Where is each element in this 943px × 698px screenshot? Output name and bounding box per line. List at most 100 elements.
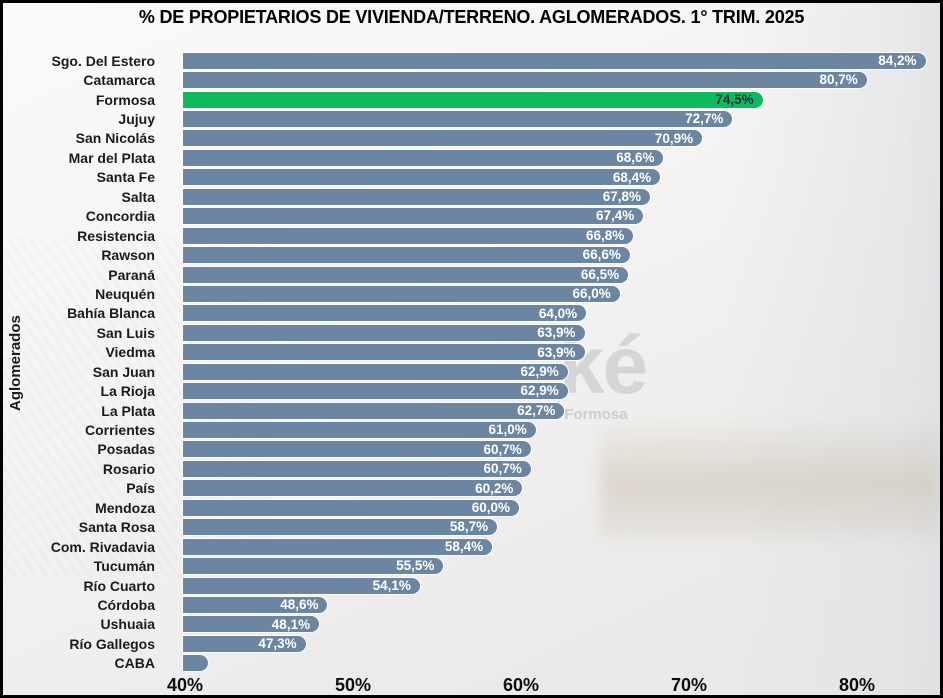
bar-row: Santa Rosa 58,7% xyxy=(3,518,940,537)
bar-row: Neuquén 66,0% xyxy=(3,284,940,303)
category-label: Posadas xyxy=(97,441,155,458)
value-label: 47,3% xyxy=(258,636,297,652)
bar-row: Salta 67,8% xyxy=(3,187,940,206)
bar: 68,4% xyxy=(183,169,661,186)
value-label: 67,8% xyxy=(602,189,642,205)
category-label: Mar del Plata xyxy=(68,149,155,166)
category-label: Resistencia xyxy=(77,227,155,244)
bar-row: Rosario 60,7% xyxy=(3,459,940,478)
bar-row: La Plata 62,7% xyxy=(3,401,940,420)
bar: 61,0% xyxy=(183,422,536,439)
bar: 60,7% xyxy=(183,460,531,477)
category-label: CABA xyxy=(114,655,155,672)
category-label: Santa Fe xyxy=(96,169,155,186)
bar-row: Sgo. Del Estero 84,2% xyxy=(3,51,940,70)
bar-row: Río Cuarto 54,1% xyxy=(3,576,940,595)
category-label: San Nicolás xyxy=(75,130,155,147)
bar: 63,9% xyxy=(183,344,585,361)
category-label: Río Cuarto xyxy=(83,577,155,594)
value-label: 66,8% xyxy=(585,227,625,243)
bar: 66,8% xyxy=(183,227,634,244)
category-label: Mendoza xyxy=(95,499,155,516)
category-label: Formosa xyxy=(95,91,155,108)
category-label: Rosario xyxy=(102,460,155,477)
bar-row: Concordia 67,4% xyxy=(3,207,940,226)
value-label: 70,9% xyxy=(654,130,694,146)
background-desk-shape xyxy=(600,418,940,538)
value-label: 62,9% xyxy=(520,383,559,399)
category-label: La Rioja xyxy=(100,383,155,400)
bar: 48,6% xyxy=(183,596,328,613)
category-label: Neuquén xyxy=(95,285,155,302)
bar-row: Posadas 60,7% xyxy=(3,440,940,459)
bar-row: Resistencia 66,8% xyxy=(3,226,940,245)
chart-title: % DE PROPIETARIOS DE VIVIENDA/TERRENO. A… xyxy=(138,7,805,27)
value-label: 60,2% xyxy=(475,480,514,496)
bar: 58,7% xyxy=(183,519,498,536)
bar-row: Bahía Blanca 64,0% xyxy=(3,304,940,323)
value-label: 48,1% xyxy=(271,616,311,632)
bar: 60,0% xyxy=(183,499,519,516)
bar-row: Jujuy 72,7% xyxy=(3,109,940,128)
bar-row: San Juan 62,9% xyxy=(3,362,940,381)
bar-row: Catamarca 80,7% xyxy=(3,70,940,89)
bar-row: San Luis 63,9% xyxy=(3,323,940,342)
bar-row: Mendoza 60,0% xyxy=(3,498,940,517)
category-label: Salta xyxy=(121,188,155,205)
category-label: Corrientes xyxy=(84,422,155,439)
bar: 58,4% xyxy=(183,538,493,555)
bar-row: Mar del Plata 68,6% xyxy=(3,148,940,167)
category-label: Sgo. Del Estero xyxy=(51,52,155,69)
bar: 47,3% xyxy=(183,635,306,652)
value-label: 84,2% xyxy=(878,52,917,68)
bar: 60,7% xyxy=(183,441,531,458)
bar-row: Corrientes 61,0% xyxy=(3,420,940,439)
category-label: Com. Rivadavia xyxy=(50,538,155,555)
x-tick-label: 50% xyxy=(334,675,372,695)
category-label: Río Gallegos xyxy=(69,635,155,652)
bar: 72,7% xyxy=(183,111,733,128)
category-label: San Juan xyxy=(92,363,155,380)
value-label: 63,9% xyxy=(537,325,576,341)
bar: 84,2% xyxy=(183,52,926,69)
category-label: País xyxy=(126,480,155,497)
bar: 70,9% xyxy=(183,130,703,147)
bar-row: Córdoba 48,6% xyxy=(3,595,940,614)
x-tick-label: 40% xyxy=(166,675,204,695)
value-label: 61,0% xyxy=(488,422,527,438)
bar-row: Tucumán 55,5% xyxy=(3,556,940,575)
value-label: 58,4% xyxy=(444,538,484,554)
bar: 62,7% xyxy=(183,402,565,419)
value-label: 62,7% xyxy=(517,402,556,418)
value-label: 72,7% xyxy=(685,111,724,127)
x-tick-label: 70% xyxy=(670,675,708,695)
value-label: 60,0% xyxy=(471,500,510,516)
value-label: 68,6% xyxy=(616,150,655,166)
category-label: Bahía Blanca xyxy=(67,305,155,322)
bar: 55,5% xyxy=(183,558,444,575)
category-label: Catamarca xyxy=(83,72,155,89)
category-label: Santa Rosa xyxy=(78,519,155,536)
category-label: Tucumán xyxy=(93,558,155,575)
bar: 66,5% xyxy=(183,266,629,283)
category-label: Córdoba xyxy=(97,596,155,613)
value-label: 60,7% xyxy=(483,441,522,457)
category-label: Concordia xyxy=(85,208,155,225)
category-label: Viedma xyxy=(105,344,155,361)
highlighted-bar: 74,5% xyxy=(183,91,763,108)
background-gradient xyxy=(720,3,940,695)
bar xyxy=(183,655,209,672)
bar-row: San Nicolás 70,9% xyxy=(3,129,940,148)
value-label: 64,0% xyxy=(538,305,578,321)
bar-row: La Rioja 62,9% xyxy=(3,381,940,400)
value-label: 58,7% xyxy=(449,519,489,535)
bar: 63,9% xyxy=(183,324,585,341)
bar-row: Formosa 74,5% xyxy=(3,90,940,109)
bar: 80,7% xyxy=(183,72,867,89)
value-label: 66,5% xyxy=(580,266,620,282)
bar: 66,6% xyxy=(183,247,630,264)
bar: 67,8% xyxy=(183,188,651,205)
x-tick-label: 80% xyxy=(838,675,876,695)
bar: 68,6% xyxy=(183,149,664,166)
